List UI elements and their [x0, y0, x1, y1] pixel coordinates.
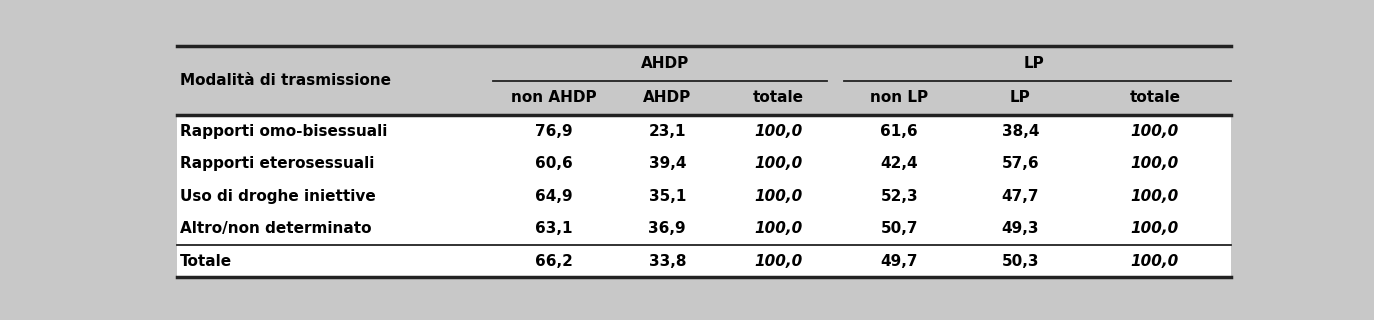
Text: 61,6: 61,6 [881, 124, 918, 139]
Text: 100,0: 100,0 [754, 189, 802, 204]
Text: 76,9: 76,9 [534, 124, 573, 139]
Text: 49,7: 49,7 [881, 254, 918, 269]
Text: Altro/non determinato: Altro/non determinato [180, 221, 372, 236]
Text: 50,3: 50,3 [1002, 254, 1039, 269]
Text: 39,4: 39,4 [649, 156, 686, 172]
Text: 42,4: 42,4 [881, 156, 918, 172]
Text: 49,3: 49,3 [1002, 221, 1039, 236]
Text: 23,1: 23,1 [649, 124, 686, 139]
Text: 50,7: 50,7 [881, 221, 918, 236]
Text: Modalità di trasmissione: Modalità di trasmissione [180, 73, 392, 88]
Text: Uso di droghe iniettive: Uso di droghe iniettive [180, 189, 376, 204]
Text: Rapporti eterosessuali: Rapporti eterosessuali [180, 156, 375, 172]
Text: 57,6: 57,6 [1002, 156, 1039, 172]
Text: 100,0: 100,0 [1131, 189, 1179, 204]
Text: 33,8: 33,8 [649, 254, 686, 269]
Text: 64,9: 64,9 [534, 189, 573, 204]
Text: 60,6: 60,6 [534, 156, 573, 172]
Text: non AHDP: non AHDP [511, 91, 596, 105]
Text: 100,0: 100,0 [754, 156, 802, 172]
Bar [177, 46, 1231, 115]
Text: 36,9: 36,9 [649, 221, 686, 236]
Text: LP: LP [1024, 56, 1044, 71]
Text: totale: totale [753, 91, 804, 105]
Text: LP: LP [1010, 91, 1030, 105]
Text: AHDP: AHDP [640, 56, 688, 71]
Text: 100,0: 100,0 [1131, 156, 1179, 172]
Text: 66,2: 66,2 [534, 254, 573, 269]
Text: 38,4: 38,4 [1002, 124, 1039, 139]
Text: Totale: Totale [180, 254, 232, 269]
Text: AHDP: AHDP [643, 91, 691, 105]
Text: 100,0: 100,0 [754, 124, 802, 139]
Text: non LP: non LP [870, 91, 929, 105]
Text: 52,3: 52,3 [881, 189, 918, 204]
Text: 100,0: 100,0 [1131, 124, 1179, 139]
Text: 100,0: 100,0 [1131, 254, 1179, 269]
Text: totale: totale [1129, 91, 1180, 105]
Text: 100,0: 100,0 [1131, 221, 1179, 236]
Text: 100,0: 100,0 [754, 254, 802, 269]
Text: 100,0: 100,0 [754, 221, 802, 236]
Bar [177, 115, 1231, 277]
Text: Rapporti omo-bisessuali: Rapporti omo-bisessuali [180, 124, 387, 139]
Text: 63,1: 63,1 [536, 221, 573, 236]
Text: 35,1: 35,1 [649, 189, 686, 204]
Text: 47,7: 47,7 [1002, 189, 1039, 204]
